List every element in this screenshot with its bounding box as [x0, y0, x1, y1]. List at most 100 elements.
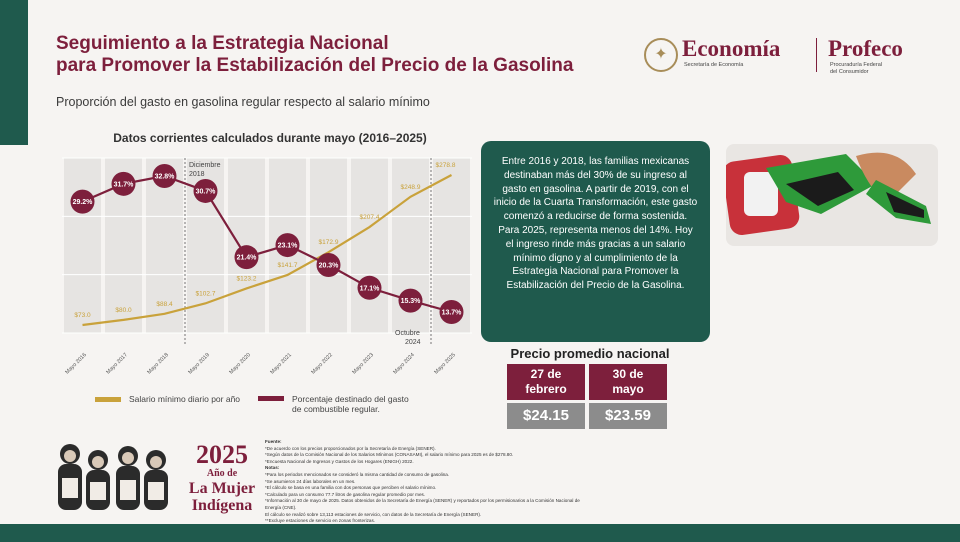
annotation-oct-2024-line-2: 2024 [405, 339, 421, 346]
wage-line [82, 174, 453, 327]
year-of-indigenous-women: 2025 Año de La Mujer Indígena [184, 440, 260, 515]
x-tick-label: Mayo 2024 [392, 352, 415, 375]
percentage-point [111, 171, 136, 196]
notes-source-1: *De acuerdo con los precios proporcionad… [265, 445, 436, 451]
wage-data-label: $102.7 [196, 290, 216, 297]
x-tick-label: Mayo 2017 [105, 352, 128, 375]
percentage-point [439, 300, 464, 324]
percentage-data-label: 29.2% [73, 199, 94, 206]
legend-percentage-label: Porcentaje destinado del gasto de combust… [292, 394, 409, 414]
title-line-2: para Promover la Estabilización del Prec… [56, 55, 574, 76]
title-line-1: Seguimiento a la Estrategia Nacional [56, 33, 389, 54]
notes-3: *El cálculo se basa en una familia con d… [265, 485, 437, 491]
notes-5: *Información al 30 de mayo de 2025. Dato… [265, 498, 580, 510]
notes-1: *Para los periodos mencionados se consid… [265, 471, 450, 477]
profeco-logo: Profeco [828, 36, 903, 61]
price-header-may: 30 de mayo [589, 364, 667, 400]
profeco-subtitle-line-1: Procuraduría Federal [830, 62, 882, 68]
percentage-data-label: 15.3% [401, 298, 422, 305]
price-header-feb-line-1: 27 de [530, 367, 562, 381]
percentage-data-label: 30.7% [196, 188, 217, 195]
page-title: Seguimiento a la Estrategia Nacional par… [56, 33, 573, 77]
percentage-data-label: 21.4% [237, 255, 258, 262]
percentage-data-label: 17.1% [360, 285, 381, 292]
notes-7: **Excluye estaciones de servicio en zona… [265, 518, 376, 524]
x-tick-label: Mayo 2020 [228, 352, 251, 375]
x-tick-label: Mayo 2016 [64, 352, 87, 375]
annotation-dec-2018-line-2: 2018 [189, 171, 205, 178]
notes-6: El cálculo se realizó sobre 13,113 estac… [265, 511, 482, 517]
wage-data-label: $278.8 [436, 162, 456, 169]
x-tick-label: Mayo 2019 [187, 352, 210, 375]
profeco-subtitle-line-2: del Consumidor [830, 68, 869, 75]
annotation-dec-2018-line-1: Diciembre [189, 162, 221, 169]
year-text-line-3: Indígena [191, 497, 253, 514]
percentage-data-label: 23.1% [278, 243, 299, 250]
line-chart: Diciembre 2018 Octubre 2024 $73.0 $80.0 $88.4 $… [62, 157, 472, 376]
percentage-point [152, 164, 177, 188]
percentage-data-label: 13.7% [442, 310, 463, 317]
percentage-point [357, 275, 382, 300]
x-tick-label: Mayo 2025 [433, 352, 456, 375]
percentage-point [398, 288, 423, 313]
percentage-point [275, 233, 300, 258]
x-tick-label: Mayo 2023 [351, 352, 374, 375]
legend-wage-swatch [95, 397, 121, 403]
x-tick-label: Mayo 2018 [146, 352, 169, 375]
summary-textbox: Entre 2016 y 2018, las familias mexicana… [481, 141, 710, 342]
legend-percentage-line-2: de combustible regular. [292, 404, 380, 414]
economia-subtitle: Secretaría de Economía [684, 62, 744, 68]
wage-data-label: $248.9 [401, 184, 421, 191]
legend-percentage: Porcentaje destinado del gasto de combust… [258, 394, 409, 414]
accent-bar-bottom [0, 524, 960, 542]
profeco-subtitle: Procuraduría Federal del Consumidor [830, 62, 910, 75]
percentage-data-label: 20.3% [319, 263, 340, 270]
legend-percentage-swatch [258, 396, 284, 401]
price-value-may: $23.59 [589, 403, 667, 429]
chart-title: Datos corrientes calculados durante mayo… [113, 131, 427, 145]
wage-data-label: $172.9 [319, 239, 339, 246]
price-header-feb-line-2: febrero [525, 382, 567, 396]
notes-source-2: *Según datos de la Comisión Nacional de … [265, 452, 514, 458]
fuel-nozzle-image [726, 144, 938, 246]
seal-icon: ✦ [644, 38, 678, 72]
price-header-may-line-2: mayo [612, 382, 644, 396]
page-subtitle: Proporción del gasto en gasolina regular… [56, 95, 430, 109]
notes-2: *Se asumieron 24 días laborales en un me… [265, 478, 356, 484]
legend-percentage-line-1: Porcentaje destinado del gasto [292, 394, 409, 404]
annotation-oct-2024-line-1: Octubre [395, 330, 420, 337]
economia-logo: Economía [682, 36, 781, 61]
plot-column [64, 158, 101, 333]
accent-bar-left [0, 0, 28, 145]
logos: ✦ Economía Secretaría de Economía Profec… [640, 36, 940, 76]
x-tick-label: Mayo 2021 [269, 352, 292, 375]
wage-data-label: $123.2 [237, 275, 257, 282]
legend-wage: Salario mínimo diario por año [95, 394, 240, 404]
price-value-feb: $24.15 [507, 403, 585, 429]
price-header-feb: 27 de febrero [507, 364, 585, 400]
wage-data-label: $73.0 [74, 312, 91, 319]
year-text-line-2: La Mujer [188, 480, 256, 497]
indigenous-women-illustration [58, 444, 168, 510]
notes-heading: Notas: [265, 465, 280, 471]
footnotes: Fuente: *De acuerdo con los precios prop… [265, 439, 595, 525]
percentage-point [234, 245, 259, 270]
percentage-data-label: 32.8% [155, 174, 176, 181]
plot-column [351, 158, 388, 333]
x-tick-label: Mayo 2022 [310, 352, 333, 375]
year-number: 2025 [196, 440, 248, 469]
notes-source-heading: Fuente: [265, 439, 282, 444]
percentage-data-label: 31.7% [114, 181, 135, 188]
wage-data-label: $141.7 [278, 262, 298, 269]
notes-source-3: *Encuesta Nacional de Ingresos y Gastos … [265, 458, 414, 464]
percentage-point [193, 178, 218, 203]
wage-data-label: $88.4 [156, 301, 173, 308]
legend-wage-label: Salario mínimo diario por año [129, 394, 241, 404]
percentage-line [82, 174, 452, 314]
wage-data-label: $207.4 [360, 214, 380, 221]
year-text-line-1: Año de [206, 468, 238, 479]
logo-divider [816, 38, 817, 72]
price-header-may-line-1: 30 de [612, 367, 644, 381]
percentage-point [70, 189, 95, 214]
